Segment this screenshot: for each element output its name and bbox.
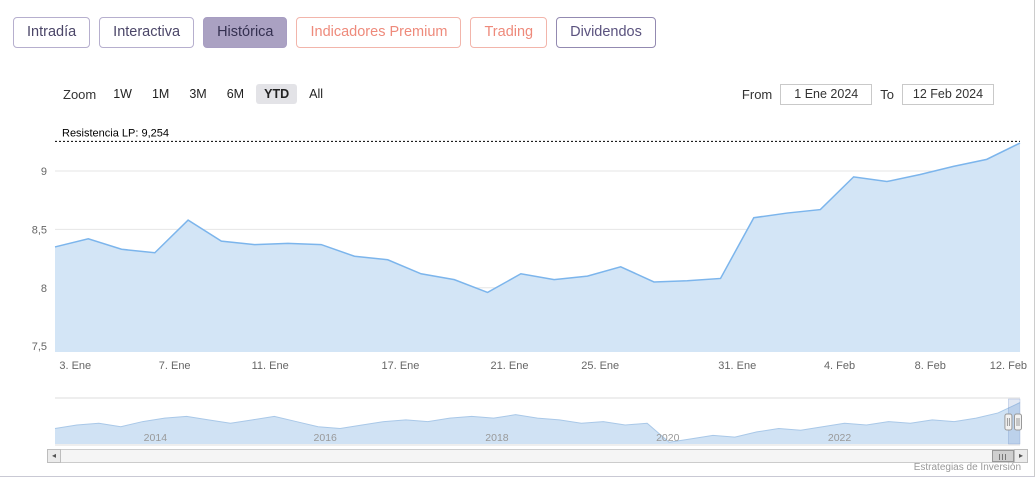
scrollbar-right-arrow-icon[interactable]: ▸ [1014,449,1028,463]
main-price-chart[interactable]: 7,5 8 8,5 9 3. Ene 7. Ene 11. Ene 17. Ene 21. En… [0,112,1035,382]
navigator-year-label: 2020 [656,432,680,444]
x-axis-label: 12. Feb [990,360,1027,372]
zoom-ytd-button[interactable]: YTD [256,84,298,104]
y-axis-label: 8 [41,283,47,295]
zoom-1m-button[interactable]: 1M [144,84,177,104]
navigator-line [54,402,1021,443]
x-axis-label: 3. Ene [59,360,91,372]
resistance-label: Resistencia LP: 9,254 [62,127,169,139]
scrollbar[interactable]: ◂ ▸ [47,449,1028,463]
zoom-3m-button[interactable]: 3M [181,84,214,104]
navigator-handle-right[interactable] [1014,413,1022,431]
scrollbar-track[interactable] [61,449,1014,463]
price-area-series[interactable] [55,143,1020,352]
x-axis-label: 21. Ene [491,360,529,372]
y-axis-label: 9 [41,166,47,178]
tab-indicadores-premium[interactable]: Indicadores Premium [296,17,462,49]
zoom-buttons-group: Zoom 1W 1M 3M 6M YTD All [63,84,331,104]
x-axis-label: 11. Ene [252,360,289,372]
x-axis-label: 17. Ene [382,360,420,372]
x-axis-label: 8. Feb [915,360,946,372]
navigator-chart[interactable]: 2014 2016 2018 2020 2022 [0,396,1035,448]
tab-historica[interactable]: Histórica [203,17,288,49]
tab-interactiva[interactable]: Interactiva [99,17,195,49]
to-label: To [880,86,894,102]
navigator-year-label: 2014 [144,432,168,444]
date-range-group: From To [741,83,994,105]
navigator-area-series [55,402,1020,444]
x-axis-label: 4. Feb [824,360,855,372]
tab-dividendos[interactable]: Dividendos [556,17,656,49]
credits-link[interactable]: Estrategias de Inversión [913,462,1021,473]
navigator-handle-left[interactable] [1004,413,1013,431]
from-date-input[interactable] [780,83,873,105]
navigator-year-label: 2022 [828,432,852,444]
zoom-6m-button[interactable]: 6M [219,84,252,104]
navigator-year-label: 2016 [314,432,338,444]
zoom-label: Zoom [63,86,97,102]
y-axis-label: 8,5 [32,224,47,236]
scrollbar-thumb[interactable] [992,450,1014,462]
to-date-input[interactable] [902,83,994,105]
chart-tabs: Intradía Interactiva Histórica Indicador… [13,17,656,49]
scrollbar-left-arrow-icon[interactable]: ◂ [47,449,61,463]
zoom-all-button[interactable]: All [301,84,331,104]
x-axis-label: 31. Ene [718,360,756,372]
tab-trading[interactable]: Trading [470,17,548,49]
tab-intradia[interactable]: Intradía [13,17,91,49]
navigator-year-label: 2018 [485,432,509,444]
from-label: From [741,86,773,102]
x-axis-label: 25. Ene [581,360,619,372]
x-axis-label: 7. Ene [159,360,191,372]
zoom-1w-button[interactable]: 1W [105,84,140,104]
price-line [54,142,1021,294]
y-axis-label: 7,5 [32,341,47,353]
range-selector-row: Zoom 1W 1M 3M 6M YTD All From To [0,82,1034,106]
